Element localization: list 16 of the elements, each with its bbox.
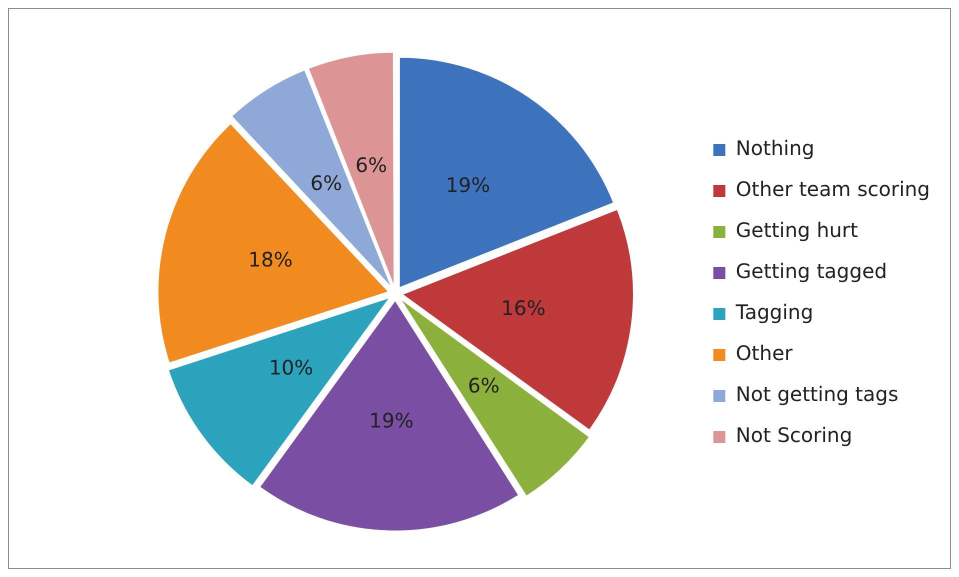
data-label: 19% <box>446 173 490 198</box>
data-label: 19% <box>369 408 414 433</box>
data-label: 6% <box>468 374 500 398</box>
legend-label: Nothing <box>736 136 814 160</box>
legend-label: Not getting tags <box>736 382 898 406</box>
data-label: 16% <box>501 296 546 320</box>
legend-label: Getting tagged <box>736 259 888 284</box>
data-label: 6% <box>355 152 388 177</box>
legend-label: Getting hurt <box>736 218 858 242</box>
legend-label: Other <box>736 341 794 366</box>
legend-label: Other team scoring <box>736 177 930 202</box>
legend-label: Not Scoring <box>736 423 852 448</box>
data-label: 6% <box>310 170 342 195</box>
legend-label: Tagging <box>734 300 814 324</box>
data-label: 10% <box>268 356 314 380</box>
data-label: 18% <box>248 248 293 272</box>
